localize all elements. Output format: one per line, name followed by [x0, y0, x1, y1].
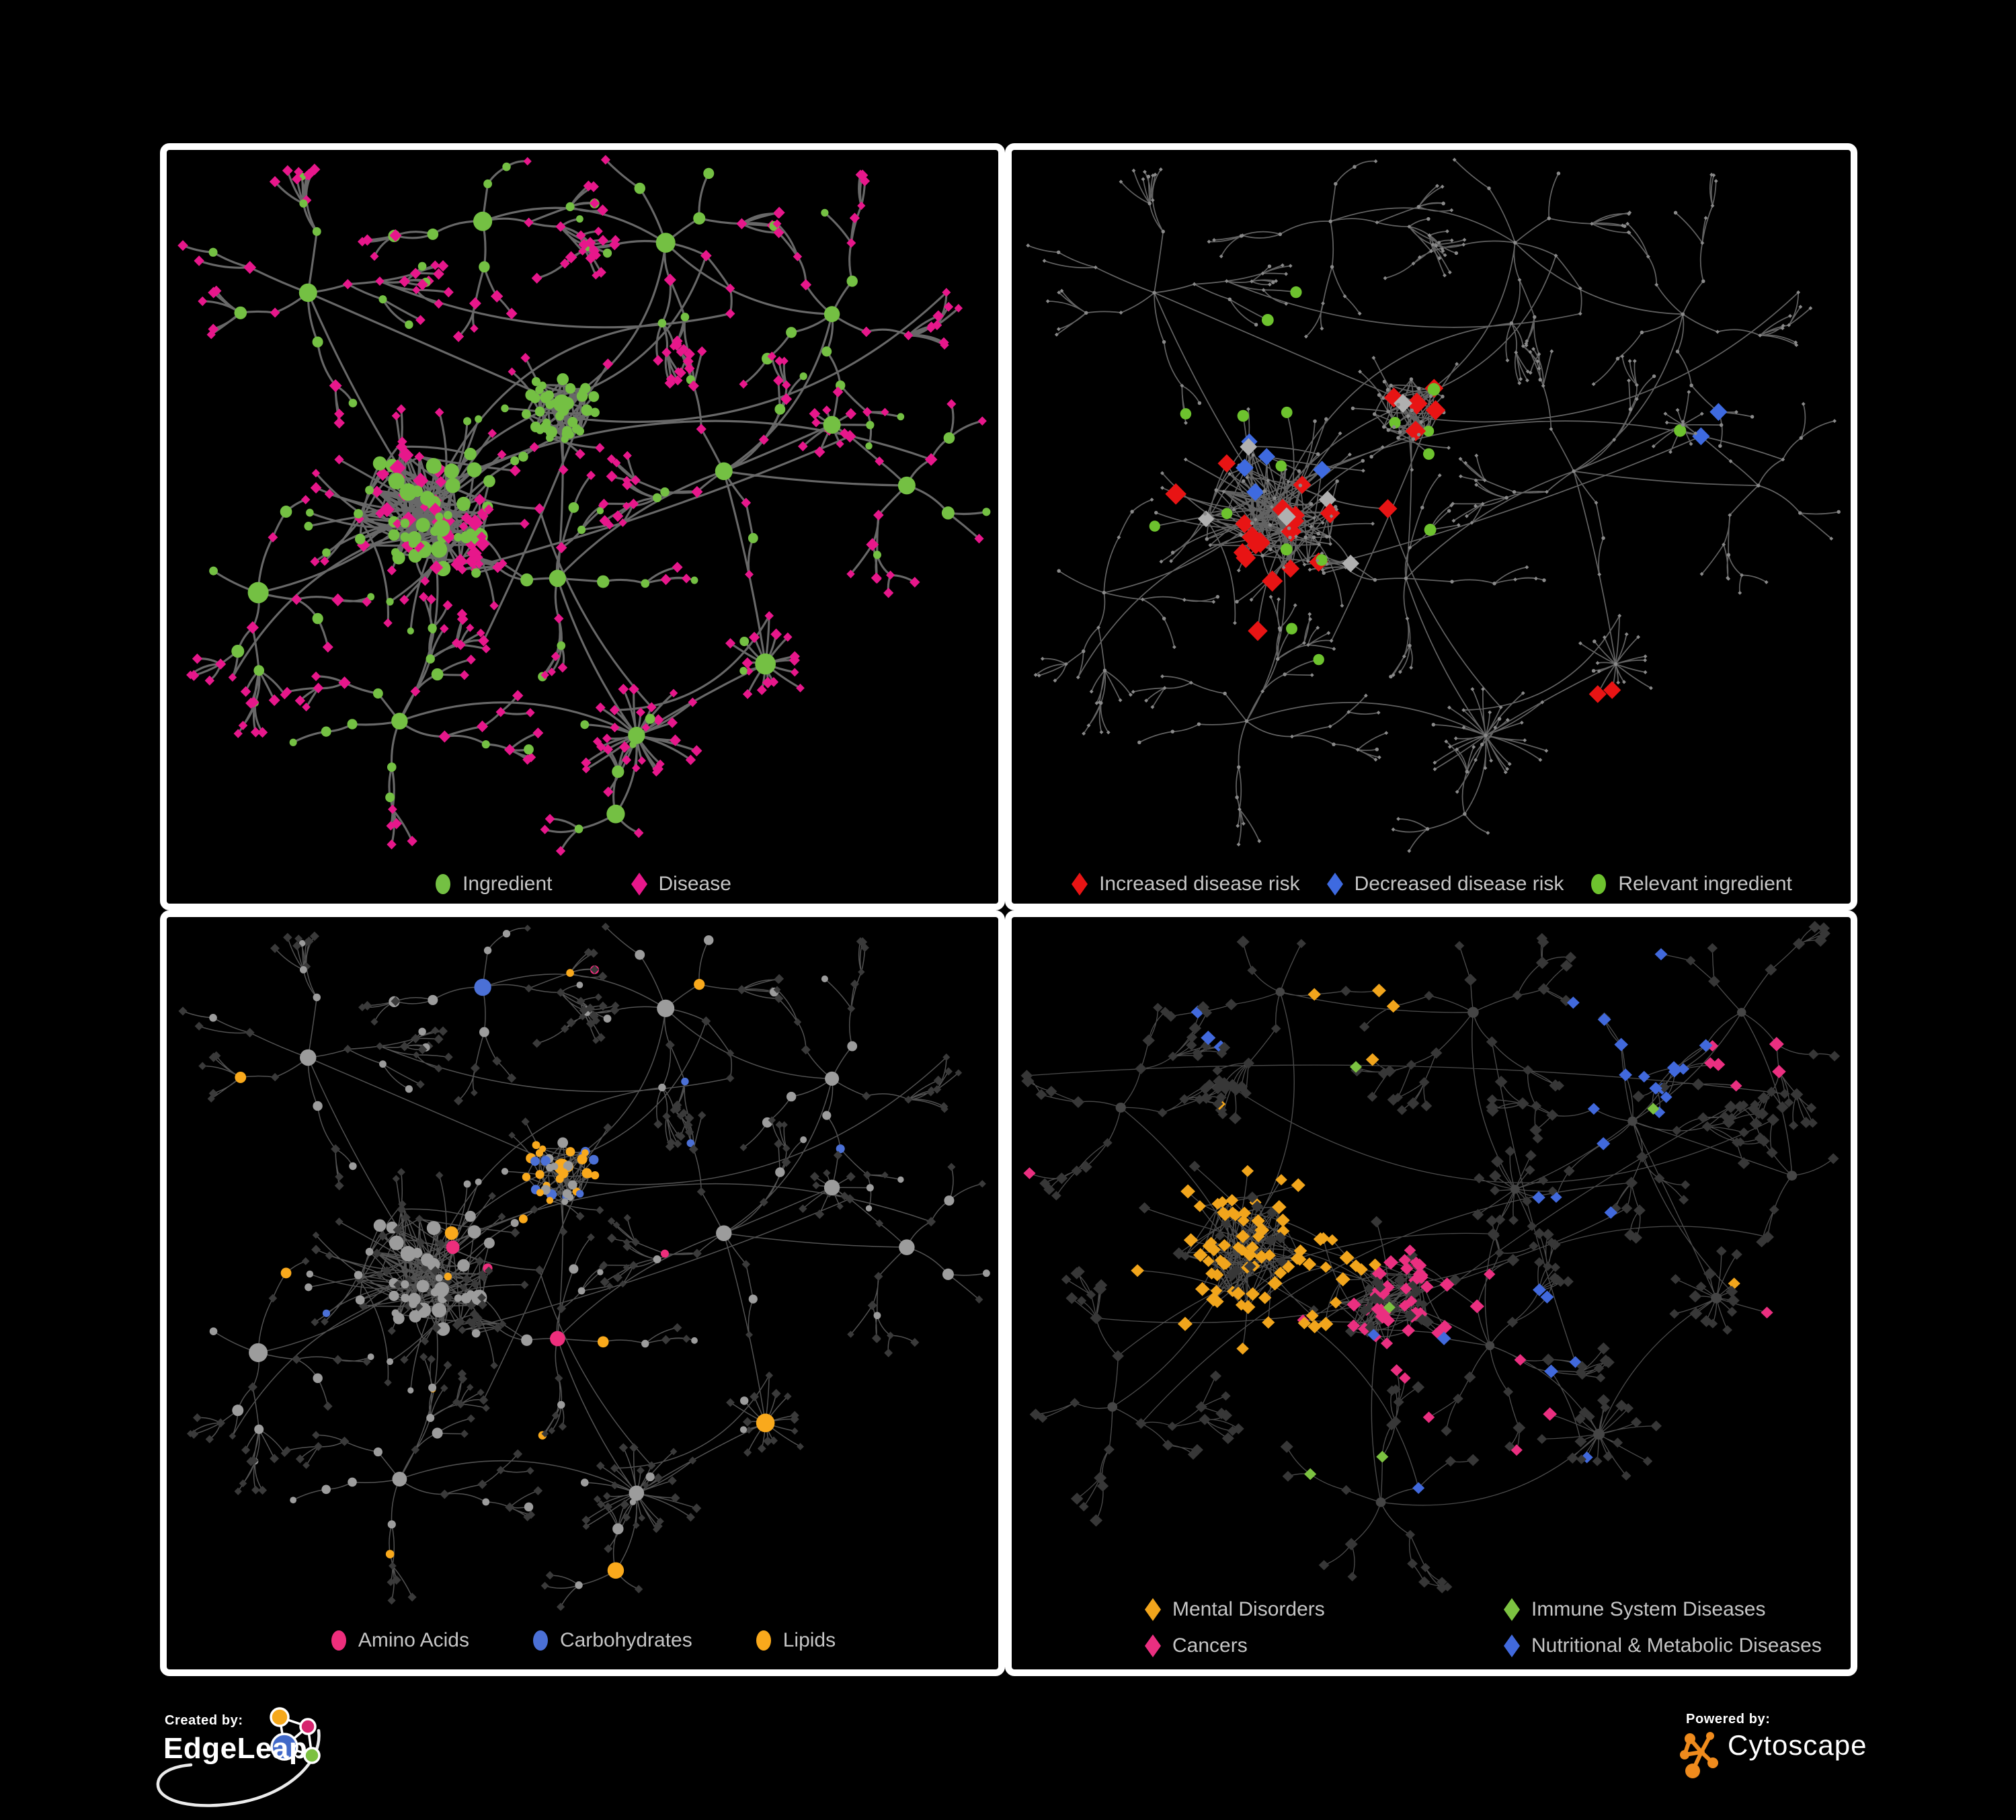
- powered-by-label: Powered by:: [1686, 1712, 1771, 1727]
- legend-label: Increased disease risk: [1099, 873, 1300, 895]
- legend-item-lipids: Lipids: [754, 1628, 836, 1653]
- legend-item-cancers: Cancers: [1143, 1633, 1502, 1659]
- panel-disease-categories: Mental Disorders Immune System Diseases Ca…: [1005, 910, 1857, 1676]
- legend-item-decreased-disease-risk: Decreased disease risk: [1326, 871, 1564, 897]
- circle-legend-icon: [756, 1630, 771, 1651]
- edge-layer: [182, 926, 987, 1608]
- legend-item-relevant-ingredient: Relevant ingredient: [1589, 871, 1792, 897]
- diamond-legend-icon: [631, 873, 647, 896]
- edgeleap-logo-icon: [156, 1707, 321, 1807]
- legend-item-disease: Disease: [630, 871, 731, 897]
- legend-label: Relevant ingredient: [1618, 873, 1792, 895]
- network-canvas-disease-categories: [1020, 920, 1841, 1593]
- circle-legend-icon: [331, 1630, 346, 1651]
- legend-disease-risk: Increased disease risk Decreased disease …: [1012, 871, 1851, 897]
- legend-item-mental-disorders: Mental Disorders: [1143, 1597, 1502, 1622]
- legend-item-carbohydrates: Carbohydrates: [531, 1628, 692, 1653]
- node-layer: [177, 155, 991, 856]
- legend-label: Nutritional & Metabolic Diseases: [1531, 1634, 1822, 1657]
- network-canvas-chemical-classes: [178, 922, 990, 1612]
- legend-item-immune-system-diseases: Immune System Diseases: [1502, 1597, 1822, 1622]
- edge-layer: [182, 159, 987, 853]
- cytoscape-logo-icon: [1680, 1732, 1718, 1778]
- legend-item-ingredient: Ingredient: [434, 871, 553, 897]
- legend-item-nutritional-metabolic-diseases: Nutritional & Metabolic Diseases: [1502, 1633, 1822, 1659]
- legend-label: Cancers: [1172, 1634, 1248, 1657]
- panel-disease-risk: Increased disease risk Decreased disease …: [1005, 143, 1857, 910]
- diamond-legend-icon: [1145, 1598, 1161, 1621]
- network-canvas-disease-risk: [1026, 157, 1841, 853]
- cytoscape-logo-text: Cytoscape: [1728, 1729, 1867, 1761]
- legend-label: Ingredient: [462, 873, 553, 895]
- node-layer: [1026, 157, 1841, 853]
- diamond-legend-icon: [1504, 1598, 1520, 1621]
- diamond-legend-icon: [1145, 1634, 1161, 1657]
- diamond-legend-icon: [1504, 1634, 1520, 1657]
- legend-label: Carbohydrates: [559, 1629, 692, 1651]
- diamond-legend-icon: [1072, 873, 1088, 896]
- legend-item-amino-acids: Amino Acids: [329, 1628, 469, 1653]
- legend-ingredient-disease: Ingredient Disease: [167, 871, 998, 897]
- network-canvas-ingredient-disease: [177, 155, 991, 856]
- diamond-legend-icon: [1326, 873, 1343, 896]
- legend-item-increased-disease-risk: Increased disease risk: [1070, 871, 1300, 897]
- legend-disease-categories: Mental Disorders Immune System Diseases Ca…: [1143, 1597, 1822, 1659]
- circle-legend-icon: [436, 874, 451, 894]
- legend-label: Lipids: [782, 1629, 836, 1651]
- legend-label: Amino Acids: [358, 1629, 469, 1651]
- node-layer: [178, 922, 990, 1612]
- legend-chemical-classes: Amino Acids Carbohydrates Lipids: [167, 1628, 998, 1653]
- created-by-label: Created by:: [165, 1713, 243, 1728]
- panel-chemical-classes: Amino Acids Carbohydrates Lipids: [160, 910, 1005, 1676]
- edge-layer: [1026, 926, 1835, 1589]
- edge-layer: [1027, 159, 1840, 852]
- node-layer: [1020, 920, 1841, 1593]
- edgeleap-logo-text: EdgeLeap: [163, 1732, 308, 1765]
- circle-legend-icon: [532, 1630, 548, 1651]
- legend-label: Disease: [658, 873, 731, 895]
- legend-label: Decreased disease risk: [1354, 873, 1564, 895]
- panel-ingredient-disease: Ingredient Disease: [160, 143, 1005, 910]
- circle-legend-icon: [1591, 874, 1607, 894]
- legend-label: Immune System Diseases: [1531, 1598, 1766, 1620]
- legend-label: Mental Disorders: [1172, 1598, 1325, 1620]
